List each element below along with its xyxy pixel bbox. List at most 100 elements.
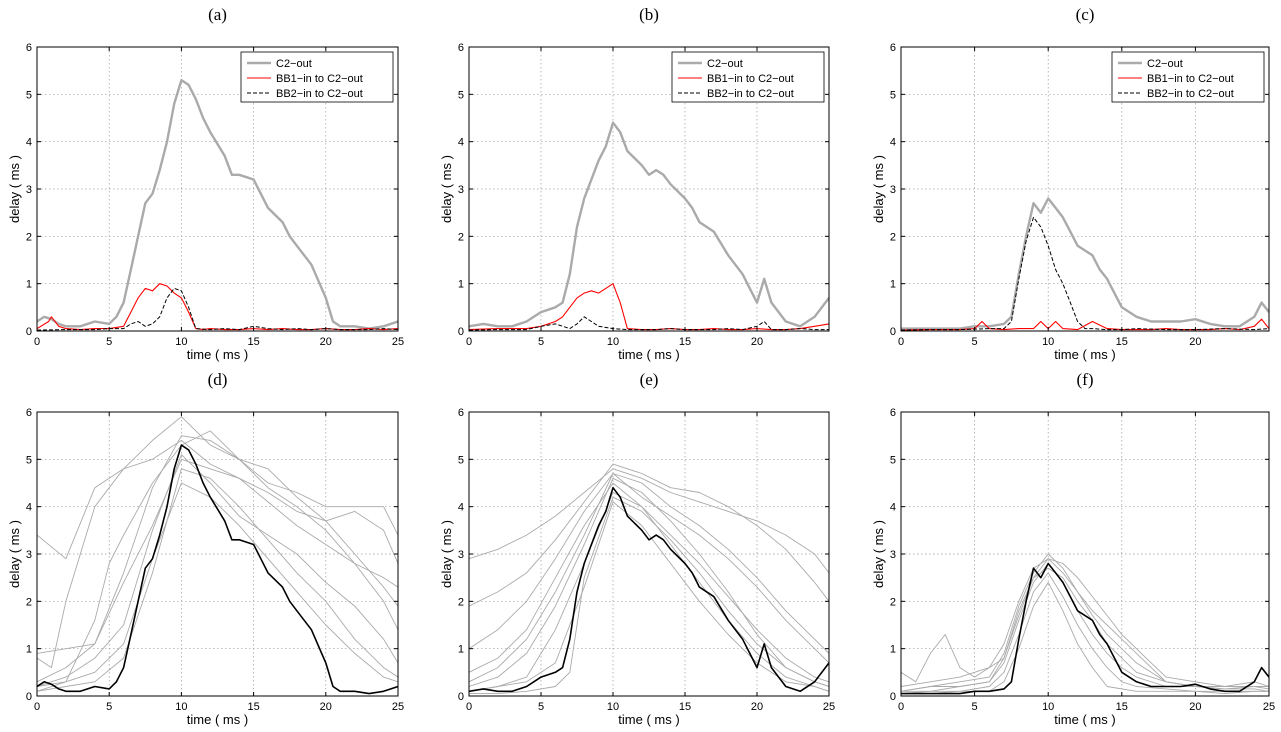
series-line-e-6 (469, 501, 829, 692)
series-line-d-7 (37, 482, 398, 687)
y-tick-label: 1 (890, 644, 896, 656)
x-axis-label: time ( ms ) (1054, 712, 1115, 727)
x-tick-label: 15 (247, 701, 259, 713)
grid (901, 47, 1269, 331)
legend-label: BB1−in to C2−out (1147, 73, 1234, 85)
series-line-d-8 (37, 444, 398, 695)
y-tick-label: 5 (458, 89, 464, 101)
y-tick-label: 0 (458, 691, 464, 703)
x-tick-label: 5 (972, 701, 978, 713)
series-line-d-0 (37, 439, 398, 564)
panel-title: (c) (1076, 5, 1095, 24)
panel-title: (b) (639, 5, 659, 24)
panel-title: (f) (1077, 370, 1094, 389)
x-axis-label: time ( ms ) (618, 347, 679, 362)
y-tick-label: 2 (26, 231, 32, 243)
series-line-d-5 (37, 468, 398, 692)
series-line-f-0 (901, 558, 1269, 690)
x-tick-label: 15 (247, 336, 259, 348)
x-tick-label: 15 (1116, 701, 1128, 713)
series-line-e-1 (469, 463, 829, 607)
plot-area (37, 416, 398, 695)
series-line-b-0 (469, 121, 829, 328)
y-tick-label: 6 (26, 42, 32, 54)
x-tick-label: 5 (538, 701, 544, 713)
legend-label: BB1−in to C2−out (707, 73, 794, 85)
y-tick-label: 3 (890, 549, 896, 561)
y-tick-label: 5 (458, 454, 464, 466)
x-tick-label: 0 (466, 336, 472, 348)
legend-label: C2−out (276, 58, 312, 70)
x-tick-label: 25 (392, 701, 404, 713)
x-tick-label: 25 (1263, 701, 1275, 713)
x-tick-label: 5 (538, 336, 544, 348)
series-line-d-2 (37, 430, 398, 692)
grid (901, 412, 1269, 696)
x-axis-label: time ( ms ) (187, 347, 248, 362)
x-tick-label: 25 (392, 336, 404, 348)
x-tick-label: 10 (607, 701, 619, 713)
y-tick-label: 0 (458, 326, 464, 338)
plot-area (469, 121, 829, 331)
series-line-e-9 (469, 486, 829, 693)
y-tick-label: 4 (26, 137, 32, 149)
plot-area (901, 197, 1269, 331)
series-line-e-2 (469, 473, 829, 664)
y-tick-label: 4 (26, 502, 32, 514)
x-tick-label: 10 (175, 336, 187, 348)
panel-b: (b) 0 5 10 15 20 0 1 2 3 4 5 6 time ( ms ) delay ( ms … (439, 5, 830, 362)
series-line-e-7 (469, 496, 829, 695)
series-line-f-5 (901, 581, 1269, 695)
panel-d: (d) 0 5 10 15 20 25 0 1 2 3 4 5 6 time ( ms ) delay ( m… (7, 370, 404, 727)
y-tick-label: 6 (26, 407, 32, 419)
y-tick-label: 2 (890, 231, 896, 243)
legend-label: BB1−in to C2−out (276, 73, 363, 85)
y-tick-label: 3 (890, 184, 896, 196)
series-line-c-2 (901, 216, 1269, 331)
series-line-b-2 (469, 316, 829, 331)
y-tick-label: 4 (890, 137, 896, 149)
x-tick-label: 0 (34, 701, 40, 713)
y-tick-label: 4 (890, 502, 896, 514)
x-axis-label: time ( ms ) (1054, 347, 1115, 362)
series-line-d-4 (37, 454, 398, 687)
y-tick-label: 2 (26, 596, 32, 608)
series-line-a-0 (37, 78, 398, 330)
x-tick-label: 20 (751, 701, 763, 713)
series-line-d-1 (37, 416, 398, 669)
x-tick-label: 25 (823, 701, 835, 713)
series-line-f-6 (901, 567, 1269, 692)
x-tick-label: 15 (679, 701, 691, 713)
x-tick-label: 10 (607, 336, 619, 348)
plot-area (469, 463, 829, 695)
y-axis-label: delay ( ms ) (439, 155, 454, 223)
y-tick-label: 6 (458, 42, 464, 54)
x-tick-label: 0 (34, 336, 40, 348)
legend-label: C2−out (1147, 58, 1183, 70)
x-tick-label: 15 (1116, 336, 1128, 348)
x-axis-label: time ( ms ) (618, 712, 679, 727)
y-tick-label: 6 (890, 42, 896, 54)
y-tick-label: 1 (890, 279, 896, 291)
panel-e: (e) 0 5 10 15 20 25 0 1 2 3 4 5 6 time ( ms ) delay ( m… (439, 370, 835, 727)
grid (469, 412, 829, 696)
legend-box (240, 51, 394, 103)
x-tick-label: 5 (972, 336, 978, 348)
x-tick-label: 5 (106, 701, 112, 713)
panel-a: (a) 0 5 10 15 20 25 0 1 2 3 4 5 6 time ( ms ) delay ( m… (7, 5, 404, 362)
y-tick-label: 3 (458, 549, 464, 561)
x-tick-label: 20 (1189, 336, 1201, 348)
y-tick-label: 2 (458, 596, 464, 608)
x-tick-label: 20 (751, 336, 763, 348)
legend: C2−out BB1−in to C2−out BB2−in to C2−out (240, 51, 394, 103)
series-line-e-4 (469, 477, 829, 687)
plot-area (901, 553, 1269, 695)
series-line-f-7 (901, 562, 1269, 695)
x-tick-label: 20 (1189, 701, 1201, 713)
series-line-b-1 (469, 283, 829, 331)
x-tick-label: 10 (1042, 701, 1054, 713)
series-line-f-3 (901, 572, 1269, 695)
x-tick-label: 20 (320, 336, 332, 348)
y-tick-label: 1 (458, 644, 464, 656)
